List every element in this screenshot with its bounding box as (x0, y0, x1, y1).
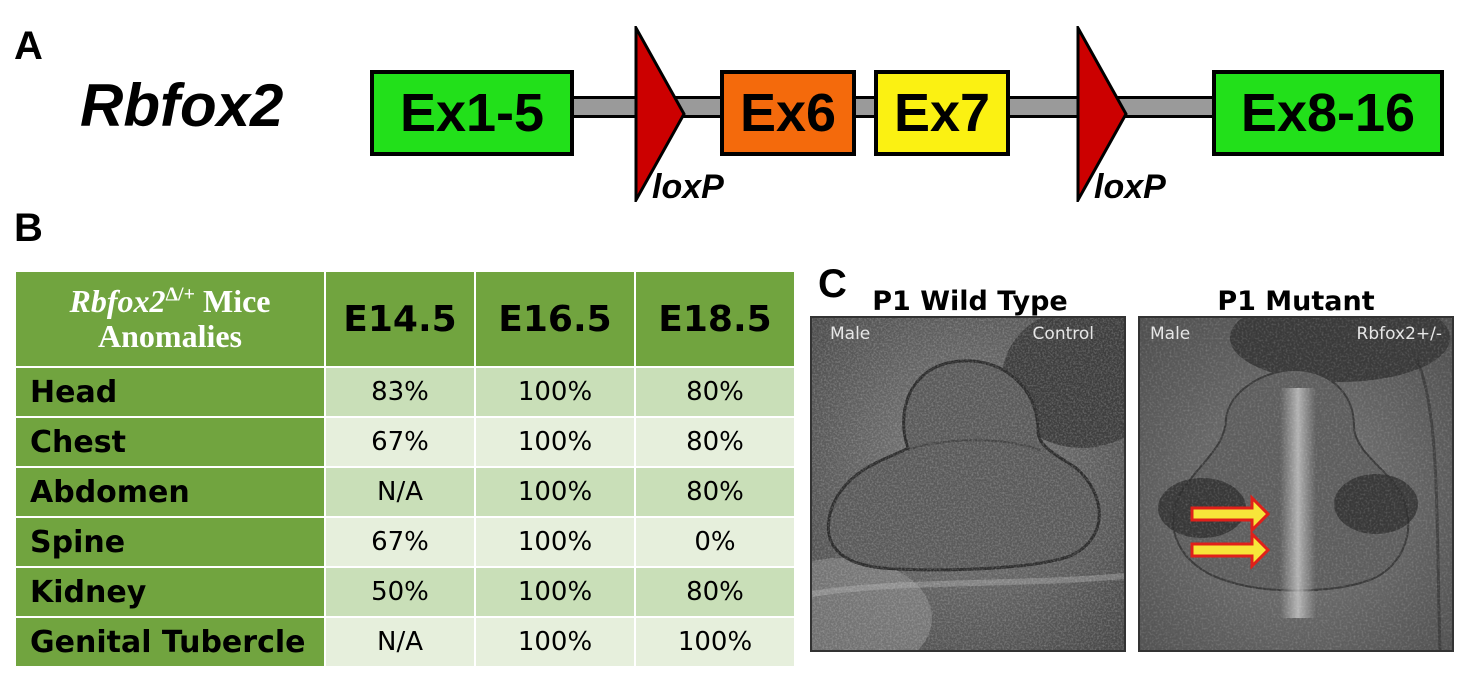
exon-box-ex7: Ex7 (874, 70, 1010, 156)
panel-c-letter: C (818, 262, 847, 306)
column-header-e18-5: E18.5 (634, 270, 796, 368)
table-header-row: Rbfox2Δ/+ Mice Anomalies E14.5 E16.5 E18… (14, 270, 796, 368)
row-label: Genital Tubercle (14, 616, 326, 668)
table-row: Genital Tubercle N/A 100% 100% (14, 616, 796, 668)
mutant-title: P1 Mutant (1217, 286, 1375, 317)
exon-box-ex8-16: Ex8-16 (1212, 70, 1444, 156)
table-cell: 80% (634, 366, 796, 418)
table-cell: 100% (474, 516, 636, 568)
table-cell: 100% (474, 466, 636, 518)
row-label: Chest (14, 416, 326, 468)
header-line1-rest: Mice (195, 283, 271, 320)
column-header-e16-5: E16.5 (474, 270, 636, 368)
exon-label: Ex6 (739, 83, 837, 143)
row-label: Head (14, 366, 326, 418)
table-cell: 80% (634, 466, 796, 518)
loxp-label: loxP (652, 168, 724, 206)
table-cell: 50% (324, 566, 476, 618)
table-cell: 100% (474, 366, 636, 418)
mutant-micrograph (1140, 318, 1452, 650)
table-cell: 100% (474, 416, 636, 468)
column-header-e14-5: E14.5 (324, 270, 476, 368)
mutant-image: Male Rbfox2+/- (1138, 316, 1454, 652)
table-cell: 100% (474, 566, 636, 618)
gene-name: Rbfox2 (80, 72, 284, 139)
exon-label: Ex7 (893, 83, 991, 143)
panel-b-letter: B (14, 206, 43, 250)
loxp-triangle-icon (634, 26, 686, 202)
exon-label: Ex1-5 (399, 83, 545, 143)
image-tag-left: Male (830, 324, 871, 344)
table-row: Chest 67% 100% 80% (14, 416, 796, 468)
wild-type-title: P1 Wild Type (872, 286, 1068, 317)
wild-type-image: Male Control (810, 316, 1126, 652)
wild-type-micrograph (812, 318, 1124, 650)
header-gene: Rbfox2 (69, 283, 166, 320)
image-tag-right: Rbfox2+/- (1356, 324, 1442, 344)
table-row: Head 83% 100% 80% (14, 366, 796, 418)
table-cell: 0% (634, 516, 796, 568)
loxp-label: loxP (1094, 168, 1166, 206)
table-cell: 100% (474, 616, 636, 668)
table-cell: 100% (634, 616, 796, 668)
loxp-triangle-icon (1076, 26, 1128, 202)
table-cell: 80% (634, 416, 796, 468)
exon-label: Ex8-16 (1240, 83, 1416, 143)
header-genotype: Δ/+ (165, 283, 196, 306)
table-cell: 67% (324, 416, 476, 468)
exon-box-ex1-5: Ex1-5 (370, 70, 574, 156)
table-row: Kidney 50% 100% 80% (14, 566, 796, 618)
table-cell: N/A (324, 466, 476, 518)
header-line2: Anomalies (98, 318, 242, 354)
anomalies-table: Rbfox2Δ/+ Mice Anomalies E14.5 E16.5 E18… (14, 270, 796, 668)
table-cell: 80% (634, 566, 796, 618)
table-cell: N/A (324, 616, 476, 668)
table-cell: 67% (324, 516, 476, 568)
row-label: Spine (14, 516, 326, 568)
exon-box-ex6: Ex6 (720, 70, 856, 156)
table-row: Abdomen N/A 100% 80% (14, 466, 796, 518)
table-header-title: Rbfox2Δ/+ Mice Anomalies (14, 270, 326, 368)
table-cell: 83% (324, 366, 476, 418)
image-tag-left: Male (1150, 324, 1191, 344)
panel-a-letter: A (14, 24, 43, 68)
row-label: Abdomen (14, 466, 326, 518)
image-tag-right: Control (1032, 324, 1094, 344)
table-row: Spine 67% 100% 0% (14, 516, 796, 568)
row-label: Kidney (14, 566, 326, 618)
